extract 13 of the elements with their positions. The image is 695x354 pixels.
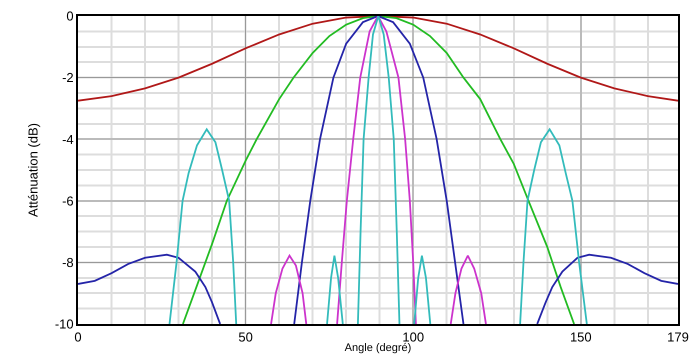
y-tick-label: -4 bbox=[62, 132, 74, 147]
y-tick-label: -2 bbox=[62, 70, 74, 86]
x-axis-title: Angle (degré) bbox=[344, 342, 412, 354]
x-tick-label: 100 bbox=[402, 329, 424, 344]
y-tick-label: -8 bbox=[62, 254, 74, 270]
x-tick-label: 50 bbox=[238, 329, 253, 344]
y-tick-label: 0 bbox=[66, 8, 74, 24]
x-tick-label: 150 bbox=[570, 329, 592, 344]
y-axis-title: Atténuation (dB) bbox=[25, 123, 40, 217]
y-tick-label: -6 bbox=[62, 193, 74, 208]
line-series bbox=[78, 16, 678, 102]
y-tick-label: -10 bbox=[54, 316, 74, 332]
x-tick-label: 179 bbox=[667, 329, 689, 344]
